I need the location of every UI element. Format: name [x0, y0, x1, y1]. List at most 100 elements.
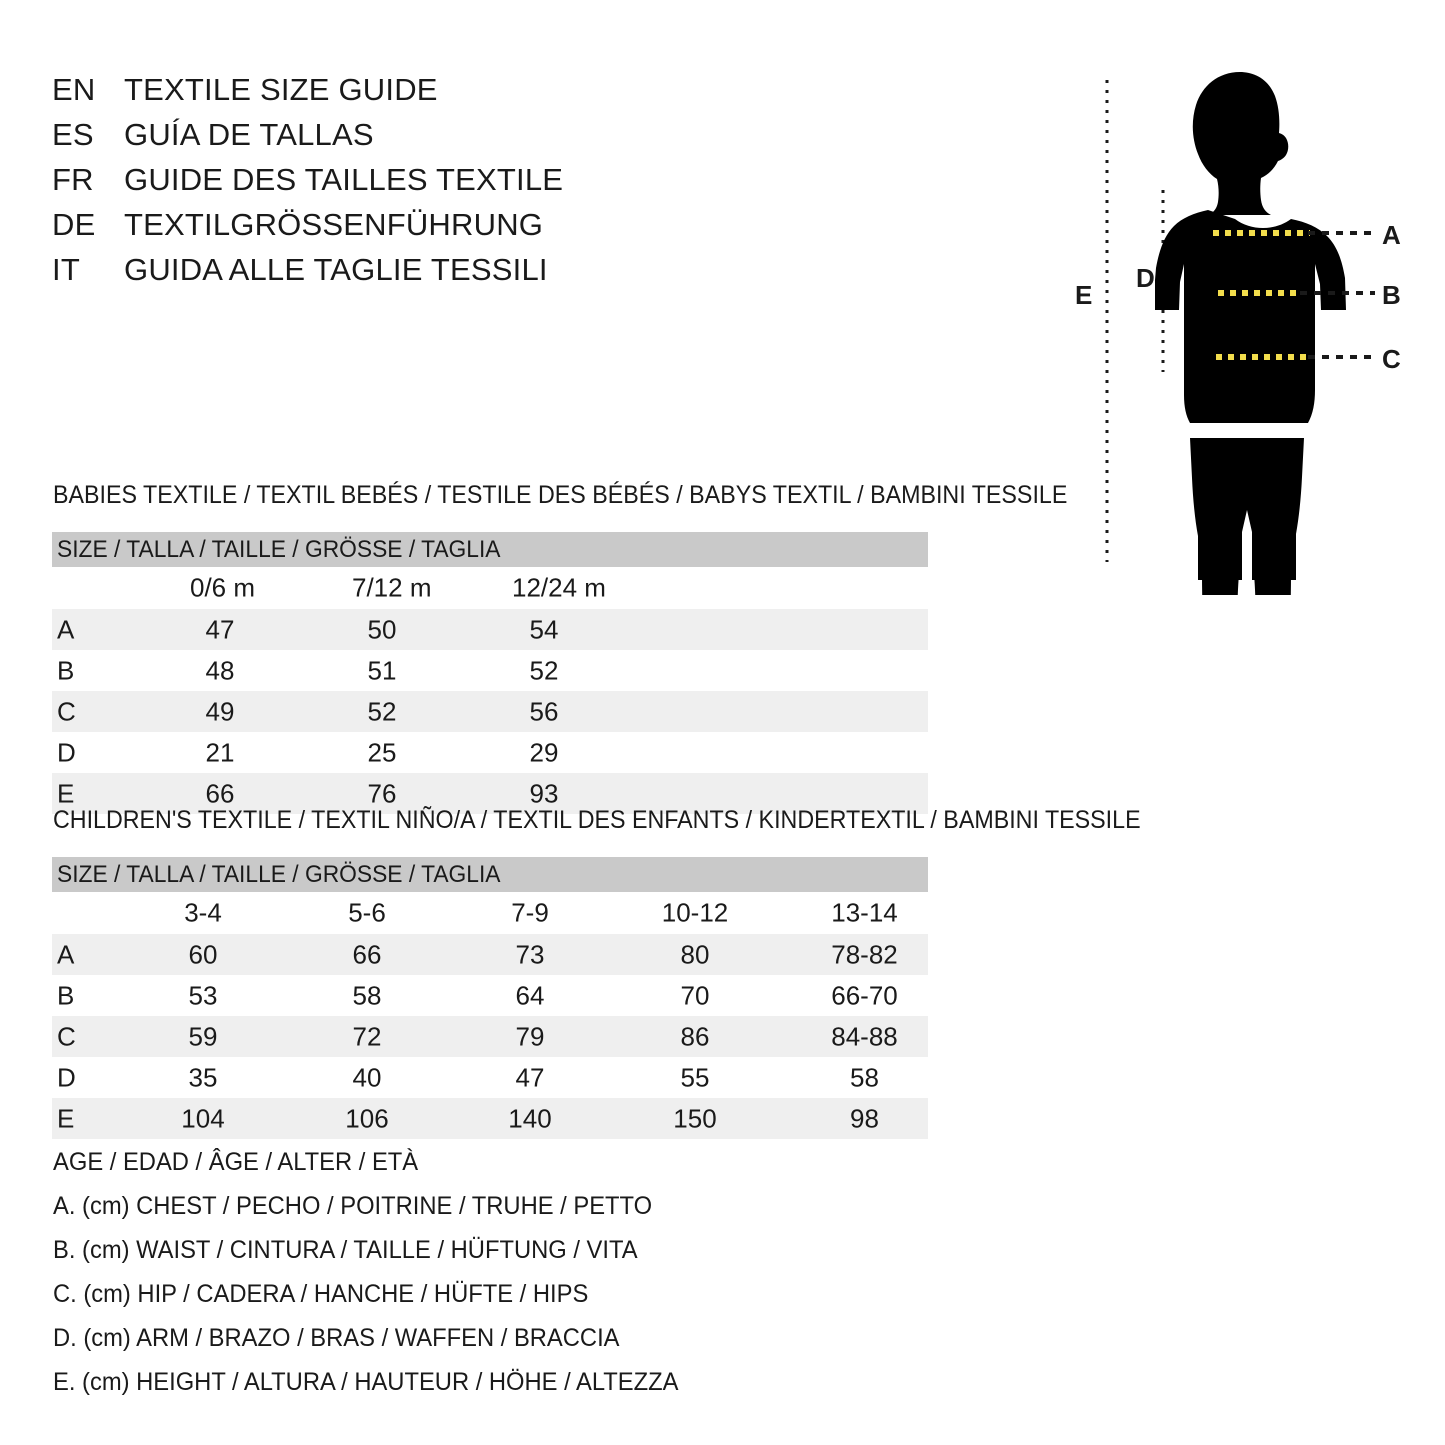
babies-cell-e-1: 76	[367, 778, 397, 808]
body-measurement-diagram: A B C D E	[1050, 50, 1430, 595]
babies-cell-b-0: 48	[205, 655, 235, 685]
measure-label-a: A	[1382, 220, 1401, 250]
children-cell-a-3: 80	[680, 939, 710, 969]
children-cell-e-0: 104	[181, 1103, 225, 1133]
babies-row-label-c: C	[57, 696, 76, 726]
babies-row-label-a: A	[57, 614, 75, 644]
children-cell-b-4: 66-70	[831, 980, 898, 1010]
children-size-header-bar: SIZE / TALLA / TAILLE / GRÖSSE / TAGLIA	[52, 857, 928, 892]
babies-cell-b-1: 51	[367, 655, 397, 685]
babies-row-label-e: E	[57, 778, 75, 808]
children-cell-e-2: 140	[508, 1103, 552, 1133]
language-row-es: ES GUÍA DE TALLAS	[52, 117, 672, 162]
legend-line-c-hip: C. (cm) HIP / CADERA / HANCHE / HÜFTE / …	[53, 1279, 589, 1308]
babies-cell-d-2: 29	[529, 737, 559, 767]
children-cell-c-3: 86	[680, 1021, 710, 1051]
language-code-en: EN	[52, 72, 96, 107]
babies-row-label-d: D	[57, 737, 76, 767]
children-cell-b-0: 53	[188, 980, 218, 1010]
language-title-de: TEXTILGRÖSSENFÜHRUNG	[124, 207, 544, 242]
children-size-table: SIZE / TALLA / TAILLE / GRÖSSE / TAGLIA …	[52, 857, 928, 1139]
children-cell-a-1: 66	[352, 939, 382, 969]
babies-cell-c-1: 52	[367, 696, 397, 726]
measure-label-b: B	[1382, 280, 1401, 310]
measure-label-d: D	[1136, 263, 1155, 293]
children-cell-e-3: 150	[673, 1103, 717, 1133]
babies-section-title: BABIES TEXTILE / TEXTIL BEBÉS / TESTILE …	[53, 481, 1068, 509]
table-row: E 66 76 93	[52, 773, 928, 814]
legend-line-b-waist: B. (cm) WAIST / CINTURA / TAILLE / HÜFTU…	[53, 1235, 638, 1264]
children-cell-d-4: 58	[850, 1062, 879, 1092]
children-row-label-b: B	[57, 980, 75, 1010]
language-code-de: DE	[52, 207, 96, 242]
children-row-label-e: E	[57, 1103, 75, 1133]
babies-row-label-b: B	[57, 655, 75, 685]
children-cell-d-1: 40	[352, 1062, 382, 1092]
children-cell-b-2: 64	[515, 980, 545, 1010]
babies-cell-e-0: 66	[205, 778, 235, 808]
children-row-label-d: D	[57, 1062, 76, 1092]
children-cell-b-3: 70	[680, 980, 710, 1010]
measurement-legend: AGE / EDAD / ÂGE / ALTER / ETÀ A. (cm) C…	[53, 1140, 853, 1404]
children-cell-e-1: 106	[345, 1103, 389, 1133]
table-row: E 104 106 140 150 98	[52, 1098, 928, 1139]
table-row: D 21 25 29	[52, 732, 928, 773]
babies-column-header-row: 0/6 m 7/12 m 12/24 m	[52, 567, 928, 609]
children-col-header-4: 13-14	[831, 897, 898, 928]
babies-col-header-0: 0/6 m	[190, 572, 256, 603]
babies-cell-a-0: 47	[205, 614, 235, 644]
table-row: C 59 72 79 86 84-88	[52, 1016, 928, 1057]
language-code-es: ES	[52, 117, 94, 152]
legend-line-e-height: E. (cm) HEIGHT / ALTURA / HAUTEUR / HÖHE…	[53, 1367, 679, 1396]
babies-cell-a-2: 54	[529, 614, 559, 644]
babies-size-table: SIZE / TALLA / TAILLE / GRÖSSE / TAGLIA …	[52, 532, 928, 814]
measure-label-c: C	[1382, 344, 1401, 374]
children-cell-b-1: 58	[352, 980, 382, 1010]
language-header-block: EN TEXTILE SIZE GUIDE ES GUÍA DE TALLAS …	[52, 72, 672, 297]
babies-cell-c-0: 49	[205, 696, 235, 726]
language-row-fr: FR GUIDE DES TAILLES TEXTILE	[52, 162, 672, 207]
children-col-header-3: 10-12	[661, 897, 729, 928]
babies-cell-e-2: 93	[529, 778, 559, 808]
babies-cell-b-2: 52	[529, 655, 559, 685]
language-row-de: DE TEXTILGRÖSSENFÜHRUNG	[52, 207, 672, 252]
babies-col-header-1: 7/12 m	[352, 572, 432, 603]
language-code-it: IT	[52, 252, 80, 287]
children-cell-c-4: 84-88	[831, 1021, 898, 1051]
babies-cell-d-0: 21	[205, 737, 235, 767]
language-code-fr: FR	[52, 162, 94, 197]
babies-size-header-bar: SIZE / TALLA / TAILLE / GRÖSSE / TAGLIA	[52, 532, 928, 567]
table-row: B 53 58 64 70 66-70	[52, 975, 928, 1016]
children-cell-c-1: 72	[352, 1021, 382, 1051]
children-cell-c-0: 59	[188, 1021, 218, 1051]
children-cell-a-4: 78-82	[831, 939, 898, 969]
children-column-header-row: 3-4 5-6 7-9 10-12 13-14	[52, 892, 928, 934]
language-title-fr: GUIDE DES TAILLES TEXTILE	[124, 162, 564, 197]
children-cell-c-2: 79	[515, 1021, 545, 1051]
babies-cell-d-1: 25	[367, 737, 397, 767]
babies-cell-a-1: 50	[367, 614, 397, 644]
children-row-label-c: C	[57, 1021, 76, 1051]
children-cell-d-3: 55	[680, 1062, 710, 1092]
children-cell-d-0: 35	[188, 1062, 218, 1092]
children-row-label-a: A	[57, 939, 75, 969]
child-silhouette	[1155, 72, 1346, 595]
children-cell-a-2: 73	[515, 939, 545, 969]
children-col-header-1: 5-6	[348, 897, 386, 928]
legend-line-d-arm: D. (cm) ARM / BRAZO / BRAS / WAFFEN / BR…	[53, 1323, 620, 1352]
children-col-header-2: 7-9	[511, 897, 549, 928]
language-title-en: TEXTILE SIZE GUIDE	[124, 72, 438, 107]
children-col-header-0: 3-4	[184, 897, 222, 928]
children-cell-e-4: 98	[850, 1103, 879, 1133]
children-cell-d-2: 47	[515, 1062, 545, 1092]
legend-line-a-chest: A. (cm) CHEST / PECHO / POITRINE / TRUHE…	[53, 1191, 653, 1220]
legend-line-age: AGE / EDAD / ÂGE / ALTER / ETÀ	[53, 1147, 419, 1176]
table-row: C 49 52 56	[52, 691, 928, 732]
table-row: A 47 50 54	[52, 609, 928, 650]
children-size-header-label: SIZE / TALLA / TAILLE / GRÖSSE / TAGLIA	[57, 860, 501, 888]
table-row: D 35 40 47 55 58	[52, 1057, 928, 1098]
table-row: B 48 51 52	[52, 650, 928, 691]
children-cell-a-0: 60	[188, 939, 218, 969]
language-row-en: EN TEXTILE SIZE GUIDE	[52, 72, 672, 117]
